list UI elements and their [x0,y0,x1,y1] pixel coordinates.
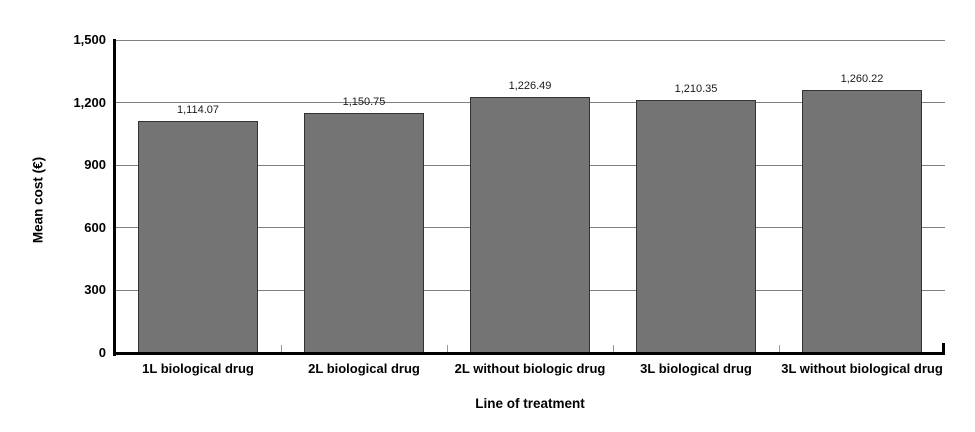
y-axis-line [113,39,116,356]
bar [470,97,590,353]
y-tick-label: 300 [84,282,106,298]
bar-value-label: 1,114.07 [176,103,219,116]
y-tick-label: 1,500 [73,32,106,47]
x-category-label: 2L biological drug [308,361,420,376]
bar-value-label: 1,260.22 [840,73,884,86]
bar-value-label: 1,210.35 [674,83,718,96]
x-category-label: 2L without biologic drug [454,361,606,376]
gridline [115,39,945,41]
bar [636,100,756,353]
y-tick-label: 1,200 [73,94,106,110]
x-axis-line [113,352,945,355]
y-tick-label: 600 [84,219,106,235]
x-axis-title: Line of treatment [475,396,585,411]
bar-value-label: 1,226.49 [508,80,552,93]
bar [138,120,258,353]
category-boundary-tick [778,345,780,352]
category-boundary-tick [446,345,448,352]
category-boundary-tick [280,345,282,352]
bar [802,90,922,353]
category-boundary-tick [612,345,614,352]
bar-value-label: 1,150.75 [342,95,386,108]
y-tick-label: 0 [98,345,106,360]
x-category-label: 3L biological drug [640,361,752,376]
x-category-label: 3L without biological drug [781,361,943,376]
bar [304,112,424,353]
x-category-label: 1L biological drug [142,361,254,376]
y-tick-label: 900 [84,157,106,173]
x-axis-end-tick [942,343,945,353]
